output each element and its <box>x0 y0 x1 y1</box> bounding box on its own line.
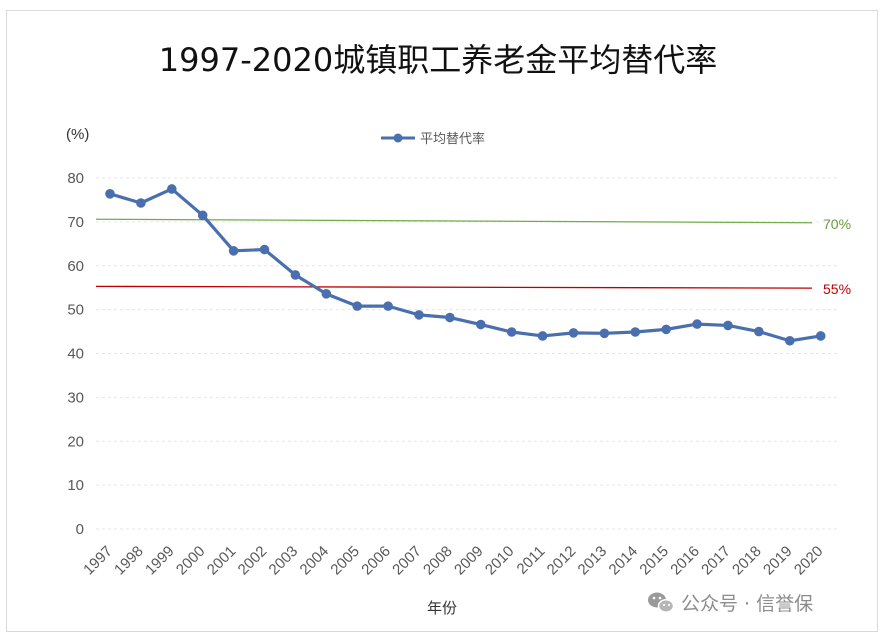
data-point-2016 <box>692 319 702 329</box>
x-axis-label: 年份 <box>427 599 457 617</box>
x-tick-label-2020: 2020 <box>791 543 827 579</box>
y-tick-label-60: 60 <box>67 258 84 275</box>
x-tick-label-2003: 2003 <box>266 543 302 579</box>
data-point-2017 <box>723 320 733 331</box>
data-point-1997 <box>105 188 115 199</box>
x-tick-label-1998: 1998 <box>111 543 147 579</box>
x-tick-label-2004: 2004 <box>297 543 333 579</box>
x-tick-label-2019: 2019 <box>760 543 796 579</box>
data-point-1998 <box>136 198 146 208</box>
x-tick-label-2012: 2012 <box>544 543 580 579</box>
reference-line-label-lower: 55% <box>823 281 851 297</box>
wechat-icon <box>648 592 675 613</box>
series-line <box>105 184 826 346</box>
x-tick-label-2010: 2010 <box>482 543 518 579</box>
x-tick-label-2011: 2011 <box>514 543 549 578</box>
watermark: 公众号 · 信誉保 <box>648 592 813 615</box>
x-tick-label-1997: 1997 <box>80 543 116 579</box>
data-point-2007 <box>414 310 424 320</box>
series-line-path <box>108 187 823 343</box>
data-point-2013 <box>599 328 610 339</box>
reference-line-upper <box>95 218 813 224</box>
data-point-2005 <box>352 301 363 311</box>
x-tick-label-2005: 2005 <box>327 543 363 579</box>
y-axis-unit-label: (%) <box>66 126 89 143</box>
chart-title: 1997-2020城镇职工养老金平均替代率 <box>159 41 717 79</box>
data-point-2009 <box>476 319 486 330</box>
data-point-2011 <box>537 331 548 341</box>
data-point-2010 <box>506 327 517 337</box>
data-point-2006 <box>383 301 393 311</box>
data-point-1999 <box>167 184 177 194</box>
y-tick-label-0: 0 <box>76 521 84 538</box>
data-point-2018 <box>754 326 764 337</box>
watermark-text: 公众号 · 信誉保 <box>681 593 813 615</box>
legend-point-marker <box>393 133 403 143</box>
y-tick-label-10: 10 <box>67 477 84 494</box>
x-tick-label-2007: 2007 <box>389 543 425 579</box>
x-tick-label-2018: 2018 <box>729 543 765 579</box>
legend: 平均替代率 <box>381 131 485 147</box>
x-tick-label-2014: 2014 <box>606 543 642 579</box>
chart-frame <box>6 10 878 632</box>
y-axis-ticks: 0 10 20 30 40 50 60 70 80 <box>67 170 84 538</box>
legend-entry-label: 平均替代率 <box>420 131 485 147</box>
data-point-2014 <box>630 327 641 337</box>
x-tick-label-2017: 2017 <box>698 543 734 579</box>
data-point-2004 <box>321 289 332 299</box>
x-tick-label-2006: 2006 <box>358 543 394 579</box>
reference-line-label-upper: 70% <box>823 216 851 232</box>
gridlines <box>96 177 838 530</box>
y-tick-label-80: 80 <box>67 170 84 187</box>
x-tick-label-2009: 2009 <box>451 543 487 579</box>
reference-lines: 70% 55% <box>95 216 851 297</box>
data-point-2003 <box>290 270 301 280</box>
x-tick-label-2016: 2016 <box>667 543 703 579</box>
reference-line-lower <box>95 285 813 289</box>
y-tick-label-20: 20 <box>67 433 84 450</box>
y-tick-label-40: 40 <box>67 346 84 363</box>
data-point-2019 <box>785 335 795 346</box>
data-point-2015 <box>661 324 671 335</box>
y-tick-label-50: 50 <box>67 302 84 319</box>
data-point-2008 <box>445 312 455 323</box>
x-tick-label-2001: 2001 <box>204 543 240 579</box>
data-point-2001 <box>228 246 239 256</box>
x-axis-ticks: 1997199819992000200120022003200420052006… <box>80 543 826 579</box>
data-point-2012 <box>568 328 579 338</box>
x-tick-label-2013: 2013 <box>575 543 611 579</box>
x-tick-label-1999: 1999 <box>142 543 178 579</box>
data-point-2020 <box>815 331 826 341</box>
x-tick-label-2008: 2008 <box>420 543 456 579</box>
x-tick-label-2000: 2000 <box>173 543 209 579</box>
x-tick-label-2015: 2015 <box>636 543 672 579</box>
data-point-2000 <box>197 210 208 221</box>
data-point-2002 <box>259 244 270 255</box>
y-tick-label-30: 30 <box>67 389 84 406</box>
y-tick-label-70: 70 <box>67 214 84 231</box>
x-tick-label-2002: 2002 <box>235 543 271 579</box>
